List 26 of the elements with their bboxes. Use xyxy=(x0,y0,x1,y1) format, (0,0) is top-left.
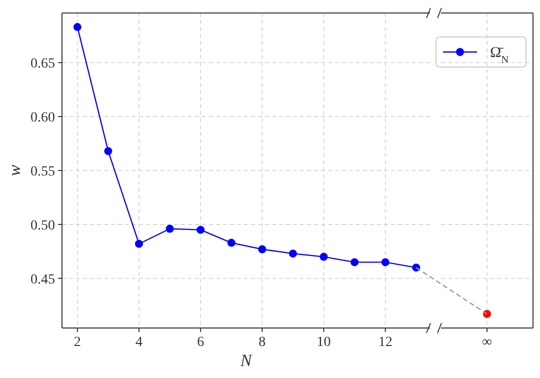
point xyxy=(73,23,82,32)
point xyxy=(320,252,328,261)
point xyxy=(104,147,112,156)
x-axis-title: N xyxy=(239,351,254,370)
point xyxy=(350,258,359,266)
point xyxy=(227,238,236,247)
point xyxy=(381,258,390,266)
x-tick-label: ∞ xyxy=(482,335,492,350)
point xyxy=(288,250,297,258)
y-tick-label: 0.45 xyxy=(30,272,55,288)
x-tick-label: 12 xyxy=(378,335,392,350)
y-tick-label: 0.55 xyxy=(30,164,55,180)
x-tick-label: 6 xyxy=(197,335,204,350)
point xyxy=(134,240,143,248)
x-tick-label: 10 xyxy=(316,335,331,350)
x-tick-label: 4 xyxy=(135,335,142,350)
x-tick-label: 8 xyxy=(258,335,266,350)
y-axis-title: w xyxy=(5,164,24,176)
point xyxy=(196,226,205,234)
point xyxy=(258,245,266,254)
y-tick-label: 0.60 xyxy=(30,110,55,126)
y-tick-label: 0.50 xyxy=(30,218,55,234)
y-tick-label: 0.65 xyxy=(30,56,55,72)
x-tick-label: 2 xyxy=(74,335,81,350)
point xyxy=(166,224,174,233)
legend-label: Ω̄$_{N}$ xyxy=(490,45,510,66)
